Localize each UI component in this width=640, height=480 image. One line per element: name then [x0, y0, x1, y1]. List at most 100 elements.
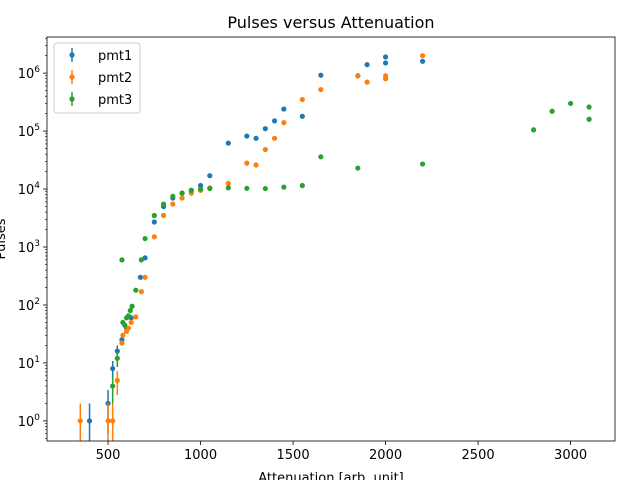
data-point — [262, 185, 268, 192]
data-point — [114, 355, 120, 361]
data-point — [125, 313, 132, 319]
data-point — [105, 418, 111, 424]
y-tick-label: 102 — [18, 297, 40, 314]
data-point — [419, 161, 426, 167]
data-point — [318, 154, 324, 160]
legend-label: pmt1 — [98, 49, 132, 64]
data-point — [138, 257, 144, 263]
data-point — [225, 140, 231, 146]
data-point — [188, 187, 194, 193]
data-point — [244, 160, 250, 166]
data-point — [142, 274, 148, 280]
data-point — [127, 307, 133, 314]
legend-marker — [69, 96, 75, 102]
y-tick-base: 10 — [18, 125, 35, 140]
data-point — [179, 190, 185, 196]
data-point — [120, 332, 126, 338]
data-point — [382, 60, 389, 66]
data-point — [299, 182, 305, 189]
data-point — [142, 235, 148, 242]
data-point — [530, 127, 537, 133]
data-point — [110, 383, 116, 389]
data-point — [281, 120, 287, 126]
y-tick-label: 105 — [18, 123, 40, 140]
y-tick-base: 10 — [18, 357, 35, 372]
data-point — [419, 53, 426, 59]
data-point — [549, 108, 555, 114]
data-point — [225, 185, 231, 191]
data-point — [318, 72, 324, 78]
data-point — [125, 325, 132, 331]
data-point — [299, 96, 305, 103]
data-point — [119, 257, 125, 263]
data-point — [170, 193, 176, 199]
y-tick-base: 10 — [18, 415, 35, 430]
data-point — [110, 365, 116, 372]
legend-box — [53, 42, 141, 114]
data-point — [567, 100, 574, 107]
data-point — [133, 287, 139, 293]
data-point — [364, 79, 370, 85]
y-tick-base: 10 — [18, 241, 35, 256]
data-point — [114, 348, 120, 354]
legend-marker — [69, 52, 75, 58]
legend-label: pmt3 — [98, 93, 132, 108]
data-point — [151, 234, 157, 240]
legend-label: pmt2 — [98, 71, 132, 86]
x-tick-label: 1500 — [277, 448, 310, 463]
data-point — [129, 303, 135, 309]
data-point — [133, 314, 139, 320]
y-tick-exponent: 1 — [34, 355, 40, 365]
data-point — [137, 274, 144, 280]
data-point — [122, 322, 128, 328]
data-point — [586, 116, 592, 122]
data-point — [160, 212, 167, 219]
data-point — [318, 86, 324, 93]
y-tick-base: 10 — [18, 299, 35, 314]
data-point — [271, 118, 278, 124]
x-tick-label: 2000 — [369, 448, 402, 463]
data-point — [114, 377, 120, 383]
data-point — [253, 135, 259, 141]
y-tick-base: 10 — [18, 67, 35, 82]
y-tick-label: 101 — [18, 355, 40, 372]
data-point — [253, 162, 259, 168]
legend-marker — [69, 74, 75, 80]
x-tick-label: 500 — [96, 448, 121, 463]
data-point — [262, 146, 268, 153]
x-axis-ticks: 500 1000 1500 2000 2500 3000 — [96, 441, 587, 463]
data-point — [382, 73, 389, 79]
data-point — [262, 126, 268, 132]
y-tick-label: 104 — [18, 181, 41, 198]
data-point — [207, 185, 213, 192]
x-tick-label: 2500 — [462, 448, 495, 463]
y-tick-exponent: 0 — [34, 413, 40, 423]
legend-item-pmt1: pmt1 — [69, 48, 132, 64]
data-point — [281, 184, 287, 190]
data-point — [244, 133, 250, 139]
data-point — [119, 340, 125, 346]
data-point — [355, 165, 361, 171]
data-point — [281, 106, 287, 112]
data-point — [299, 113, 305, 119]
data-point — [128, 319, 134, 326]
data-point — [77, 418, 83, 424]
data-point — [382, 54, 389, 60]
data-point — [586, 104, 592, 110]
data-point — [364, 62, 370, 68]
chart-title: Pulses versus Attenuation — [227, 13, 434, 32]
data-layer — [77, 53, 592, 441]
data-point — [244, 185, 250, 191]
y-tick-label: 106 — [18, 65, 41, 82]
data-point — [179, 195, 185, 201]
data-point — [138, 289, 144, 295]
data-point — [419, 58, 426, 64]
data-point — [151, 212, 157, 219]
data-point — [271, 135, 278, 141]
data-point — [225, 180, 231, 187]
y-axis-label: Pulses — [0, 218, 9, 259]
data-point — [160, 201, 167, 207]
y-tick-exponent: 2 — [34, 297, 40, 307]
